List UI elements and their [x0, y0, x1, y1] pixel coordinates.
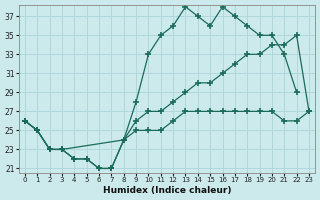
- X-axis label: Humidex (Indice chaleur): Humidex (Indice chaleur): [103, 186, 231, 195]
